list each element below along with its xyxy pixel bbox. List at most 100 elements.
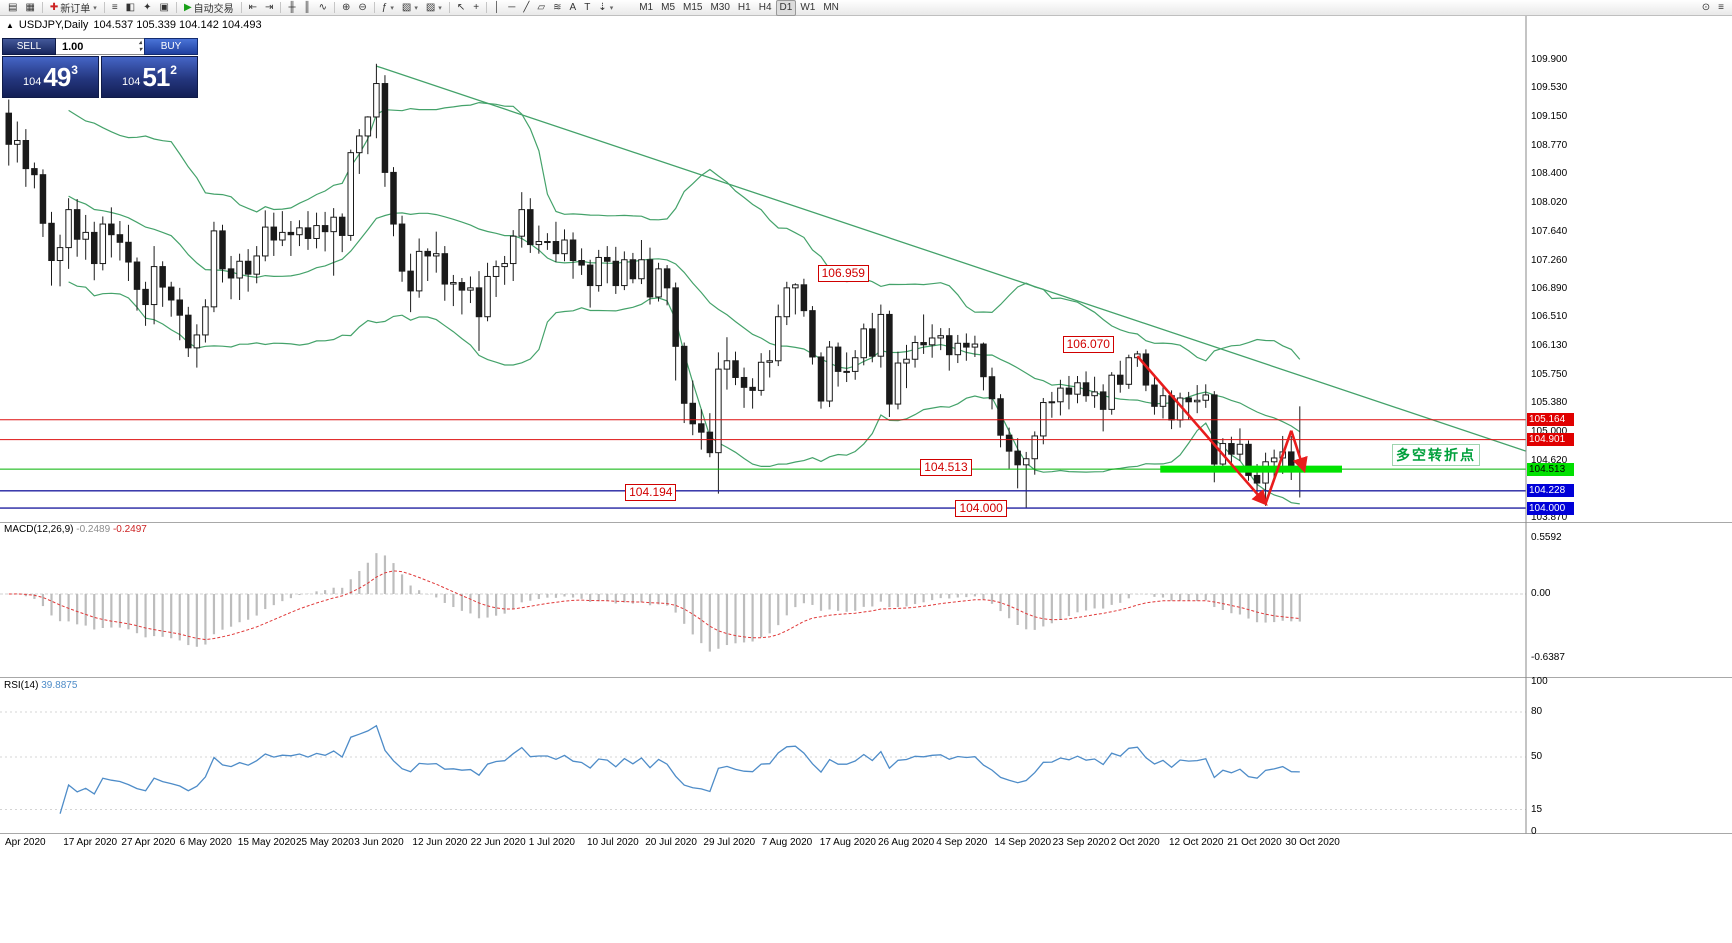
bars-view-icon[interactable]: ╫ bbox=[284, 0, 299, 16]
price-level-label[interactable]: 104.513 bbox=[920, 459, 972, 477]
chart-window[interactable]: ▲ USDJPY,Daily 104.537 105.339 104.142 1… bbox=[0, 16, 1732, 943]
timeframe-button-tf-h4[interactable]: H4 bbox=[755, 0, 776, 16]
tf-mn-label: MN bbox=[823, 2, 839, 13]
date-axis-tick: 3 Jun 2020 bbox=[354, 837, 404, 848]
price-axis-tick: 103.870 bbox=[1531, 511, 1568, 523]
chart-canvas[interactable] bbox=[0, 16, 1732, 943]
navigator-icon: ✦ bbox=[143, 1, 152, 13]
volume-spin-buttons[interactable]: ▴ ▾ bbox=[139, 40, 142, 54]
label-tool-icon[interactable]: T bbox=[580, 0, 594, 16]
date-axis-tick: 2 Oct 2020 bbox=[1110, 837, 1160, 848]
date-axis-tick: 12 Jun 2020 bbox=[412, 837, 468, 848]
market-watch-icon[interactable]: ≡ bbox=[108, 0, 122, 16]
new-order-label: 新订单 bbox=[60, 4, 91, 15]
volume-value[interactable]: 1.00 bbox=[62, 40, 84, 53]
arrows-tool-icon[interactable]: ⇣ ▾ bbox=[594, 0, 617, 16]
zoom-in-icon[interactable]: ⊕ bbox=[338, 0, 354, 16]
search-icon[interactable]: ⊙ bbox=[1698, 0, 1714, 16]
menu-icon[interactable]: ≡ bbox=[1714, 0, 1728, 16]
price-level-label[interactable]: 104.000 bbox=[955, 500, 1007, 518]
macd-indicator-label: MACD(12,26,9) -0.2489 -0.2497 bbox=[4, 524, 147, 535]
vline-tool-icon[interactable]: │ bbox=[490, 0, 504, 16]
support-zone-band[interactable] bbox=[1160, 465, 1342, 473]
date-axis-tick: 6 May 2020 bbox=[179, 837, 232, 848]
timeframe-button-tf-m1[interactable]: M1 bbox=[635, 0, 657, 16]
new-order-icon: ✚ bbox=[49, 1, 59, 13]
data-window-icon[interactable]: ◧ bbox=[122, 0, 139, 16]
timeframe-button-tf-m5[interactable]: M5 bbox=[657, 0, 679, 16]
timeframe-button-tf-w1[interactable]: W1 bbox=[796, 0, 819, 16]
channel-tool-icon: ▱ bbox=[537, 1, 546, 13]
price-axis-tag: 104.513 bbox=[1527, 462, 1574, 476]
auto-scroll-icon[interactable]: ⇥ bbox=[261, 0, 277, 16]
timeframe-button-tf-mn[interactable]: MN bbox=[819, 0, 843, 16]
autotrading-label: 自动交易 bbox=[193, 4, 234, 15]
price-axis-tag: 104.228 bbox=[1527, 484, 1574, 498]
macd-name: MACD(12,26,9) bbox=[4, 524, 74, 535]
terminal-icon[interactable]: ▣ bbox=[156, 0, 173, 16]
crosshair-tool-icon[interactable]: + bbox=[469, 0, 483, 16]
rsi-line bbox=[59, 724, 1300, 814]
one-click-trading-panel: SELL 1.00 ▴ ▾ BUY 104 49 3 104 51 2 bbox=[2, 38, 198, 98]
channel-tool-icon[interactable]: ▱ bbox=[533, 0, 549, 16]
tf-m30-label: M30 bbox=[710, 2, 730, 13]
price-axis-tick: 109.150 bbox=[1531, 110, 1568, 122]
new-chart-icon[interactable]: ▤ bbox=[4, 0, 21, 16]
buy-price[interactable]: 104 51 2 bbox=[101, 56, 198, 98]
macd-value-signal: -0.2497 bbox=[112, 524, 147, 535]
ohlc-values: 104.537 105.339 104.142 104.493 bbox=[93, 19, 262, 31]
rsi-axis-tick: 80 bbox=[1531, 706, 1543, 717]
rsi-value: 39.8875 bbox=[41, 680, 78, 691]
sell-price[interactable]: 104 49 3 bbox=[2, 56, 99, 98]
rsi-axis-tick: 50 bbox=[1531, 751, 1543, 762]
arrows-tool-caret-icon: ▾ bbox=[609, 4, 614, 12]
date-axis-tick: 1 Jul 2020 bbox=[528, 837, 575, 848]
new-order[interactable]: ✚ 新订单 ▾ bbox=[46, 0, 101, 16]
collapse-icon[interactable]: ▲ bbox=[6, 20, 14, 30]
autotrading[interactable]: ▶ 自动交易 bbox=[180, 0, 238, 16]
price-axis-tick: 106.890 bbox=[1531, 282, 1568, 294]
turning-point-annotation: 多空转折点 bbox=[1392, 444, 1480, 466]
price-axis-tick: 107.260 bbox=[1531, 254, 1568, 266]
macd-axis-tick: 0.5592 bbox=[1531, 532, 1562, 544]
trade-idea-arrows[interactable] bbox=[1136, 355, 1308, 506]
cursor-tool-icon[interactable]: ↖ bbox=[453, 0, 469, 16]
navigator-icon[interactable]: ✦ bbox=[139, 0, 155, 16]
descending-trendline[interactable] bbox=[376, 65, 1527, 452]
price-level-label[interactable]: 106.070 bbox=[1062, 335, 1114, 353]
indicators-icon[interactable]: ƒ ▾ bbox=[378, 0, 398, 16]
line-view-icon[interactable]: ∿ bbox=[315, 0, 331, 16]
tf-d1-label: D1 bbox=[779, 2, 793, 13]
price-level-label[interactable]: 106.959 bbox=[817, 265, 869, 283]
sell-button[interactable]: SELL bbox=[2, 38, 56, 55]
timeframe-button-tf-h1[interactable]: H1 bbox=[734, 0, 755, 16]
volume-stepper[interactable]: 1.00 ▴ ▾ bbox=[56, 38, 144, 55]
timeframe-button-tf-d1[interactable]: D1 bbox=[775, 0, 797, 16]
hline-tool-icon[interactable]: ─ bbox=[504, 0, 519, 16]
volume-down-icon[interactable]: ▾ bbox=[138, 47, 142, 53]
profiles-icon[interactable]: ▦ bbox=[21, 0, 38, 16]
price-level-label[interactable]: 104.194 bbox=[625, 484, 677, 502]
buy-button[interactable]: BUY bbox=[144, 38, 198, 55]
horizontal-level-lines[interactable] bbox=[0, 419, 1526, 509]
volume-up-icon[interactable]: ▴ bbox=[138, 40, 142, 46]
timeframe-button-tf-m30[interactable]: M30 bbox=[706, 0, 733, 16]
price-axis-tick: 105.750 bbox=[1531, 369, 1568, 381]
text-tool-icon[interactable]: A bbox=[566, 0, 581, 16]
date-axis-tick: 17 Aug 2020 bbox=[819, 837, 876, 848]
tf-w1-label: W1 bbox=[800, 2, 816, 13]
candles-view-icon[interactable]: ║ bbox=[300, 0, 315, 16]
fibo-tool-icon[interactable]: ≋ bbox=[549, 0, 565, 16]
trendline-tool-icon[interactable]: ╱ bbox=[519, 0, 533, 16]
date-axis-tick: 17 Apr 2020 bbox=[63, 837, 118, 848]
templates-icon[interactable]: ▨ ▾ bbox=[422, 0, 446, 16]
zoom-out-icon[interactable]: ⊖ bbox=[354, 0, 370, 16]
line-view-icon: ∿ bbox=[318, 1, 328, 13]
label-tool-icon: T bbox=[584, 1, 591, 13]
timeframe-button-tf-m15[interactable]: M15 bbox=[679, 0, 706, 16]
date-axis-tick: 27 Apr 2020 bbox=[121, 837, 176, 848]
periods-icon[interactable]: ▧ ▾ bbox=[398, 0, 422, 16]
chart-shift-icon[interactable]: ⇤ bbox=[245, 0, 261, 16]
toolbar-separator bbox=[280, 2, 282, 13]
